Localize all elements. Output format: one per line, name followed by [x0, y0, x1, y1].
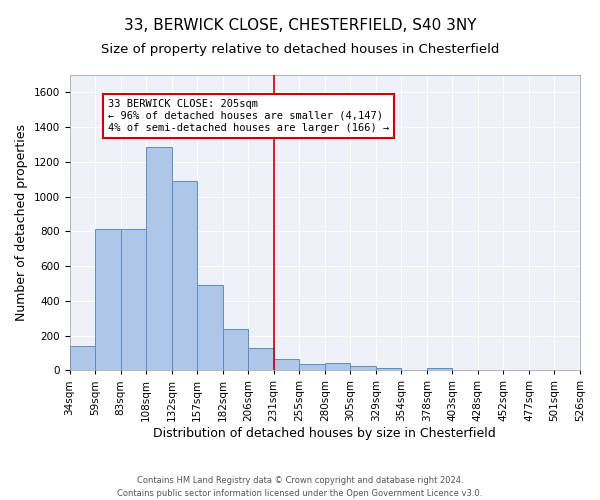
Bar: [299, 364, 325, 370]
Bar: [197, 285, 223, 370]
Bar: [376, 368, 401, 370]
Bar: [223, 330, 248, 370]
Bar: [248, 348, 274, 370]
X-axis label: Distribution of detached houses by size in Chesterfield: Distribution of detached houses by size …: [154, 427, 496, 440]
Bar: [325, 364, 350, 370]
Text: 33, BERWICK CLOSE, CHESTERFIELD, S40 3NY: 33, BERWICK CLOSE, CHESTERFIELD, S40 3NY: [124, 18, 476, 32]
Y-axis label: Number of detached properties: Number of detached properties: [15, 124, 28, 321]
Text: Contains HM Land Registry data © Crown copyright and database right 2024.
Contai: Contains HM Land Registry data © Crown c…: [118, 476, 482, 498]
Bar: [274, 359, 299, 370]
Bar: [70, 346, 95, 370]
Bar: [427, 368, 452, 370]
Bar: [350, 366, 376, 370]
Text: 33 BERWICK CLOSE: 205sqm
← 96% of detached houses are smaller (4,147)
4% of semi: 33 BERWICK CLOSE: 205sqm ← 96% of detach…: [108, 100, 389, 132]
Text: Size of property relative to detached houses in Chesterfield: Size of property relative to detached ho…: [101, 42, 499, 56]
Bar: [146, 147, 172, 370]
Bar: [121, 228, 146, 370]
Bar: [172, 181, 197, 370]
Bar: [95, 228, 121, 370]
